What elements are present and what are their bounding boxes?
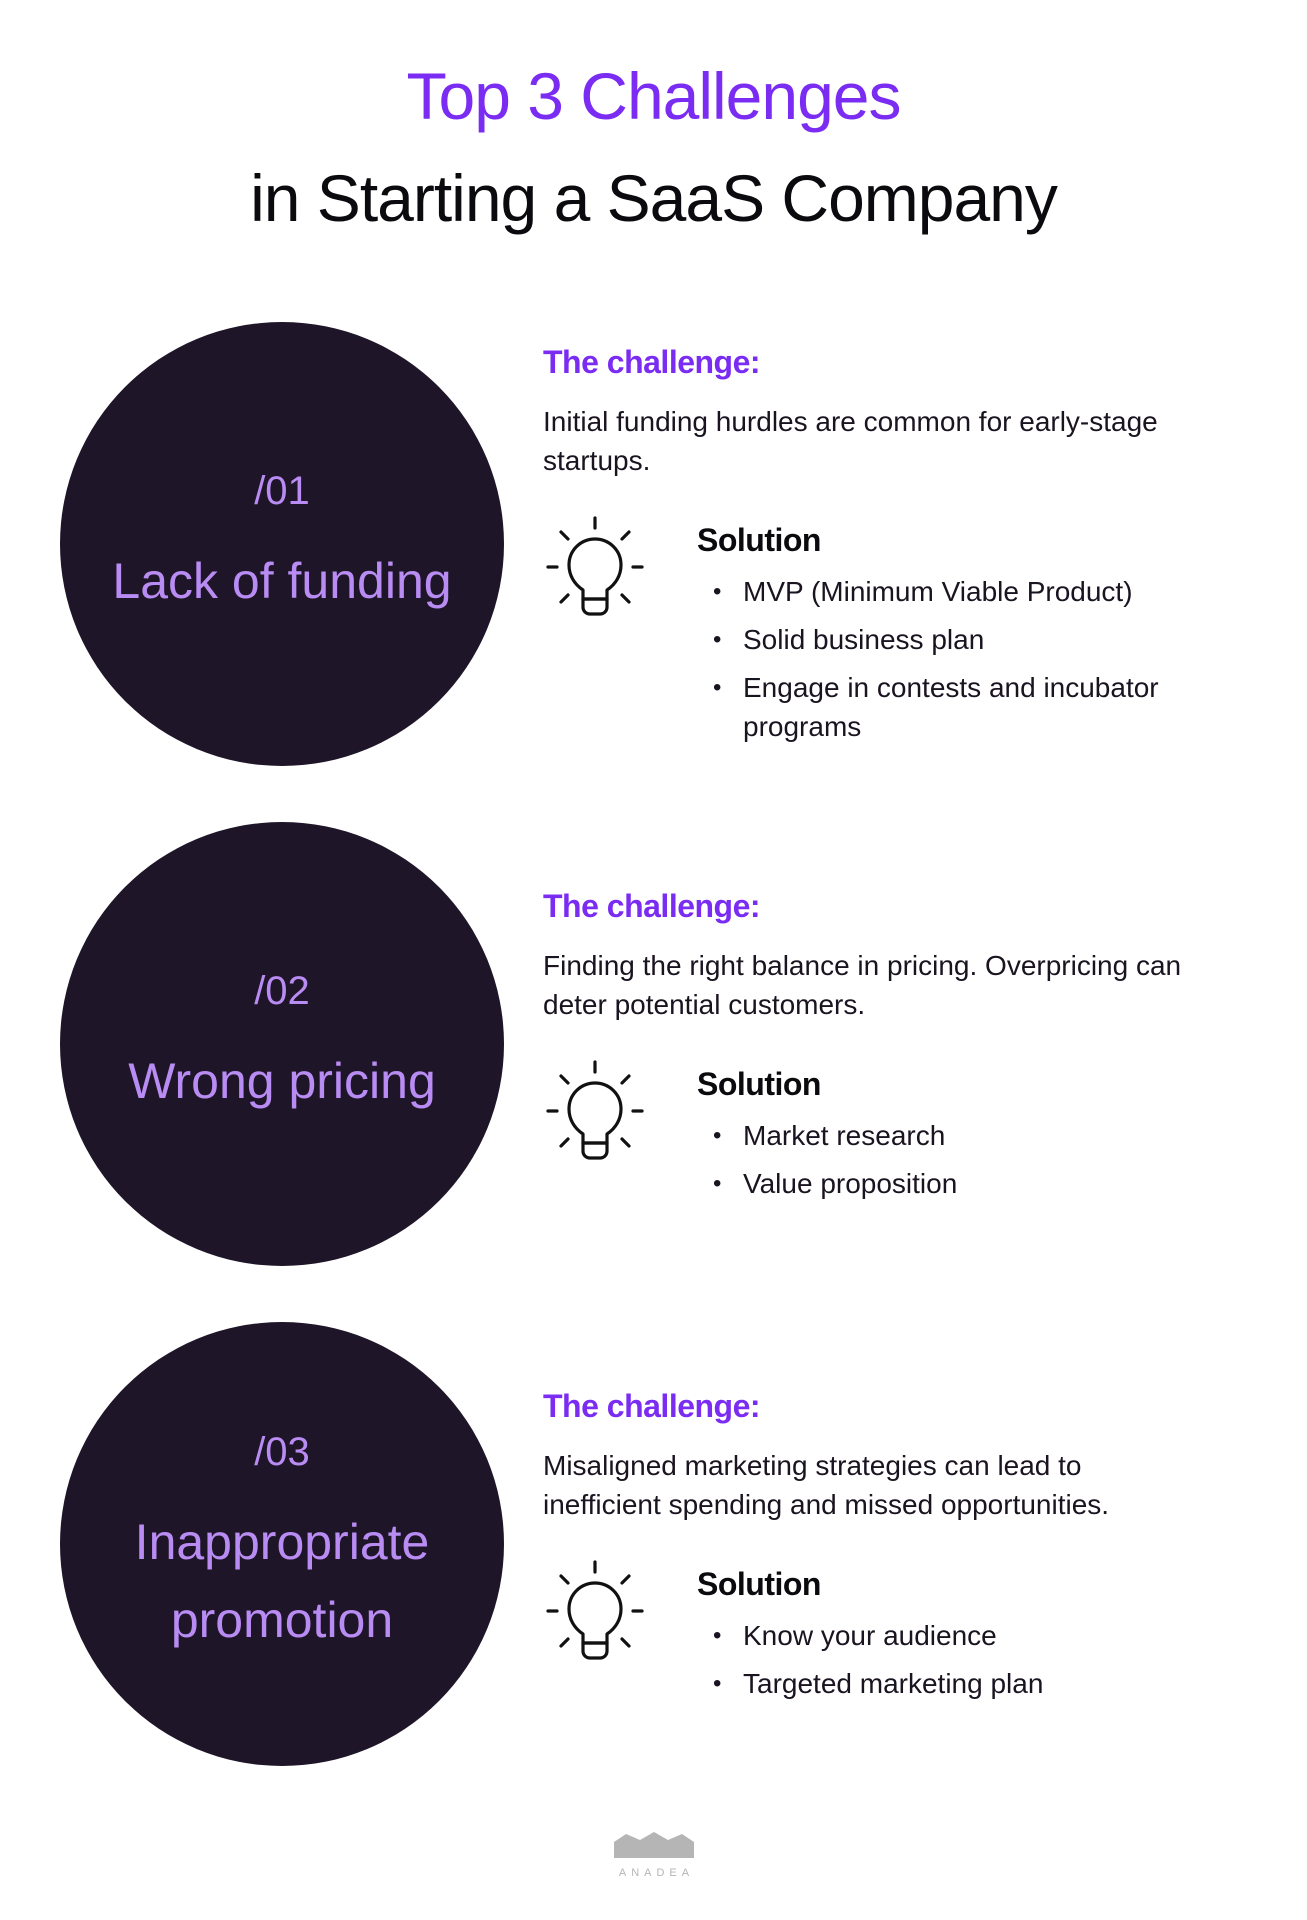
bullet: • (713, 674, 722, 701)
solution-item: • Value proposition (713, 1164, 1213, 1203)
challenge-number: /03 (254, 1429, 310, 1474)
challenge-heading: The challenge: (543, 344, 761, 380)
anadea-logo: ANADEA (612, 1830, 696, 1879)
lightbulb-icon (546, 1560, 644, 1660)
logo-mark-icon (614, 1832, 694, 1858)
challenge-circle-3: /03 Inappropriate promotion (60, 1322, 504, 1766)
challenge-number: /01 (254, 468, 310, 513)
challenge-name: Inappropriate promotion (134, 1513, 430, 1648)
solution-text: MVP (Minimum Viable Product) (743, 576, 1133, 607)
challenge-name: Wrong pricing (128, 1052, 436, 1109)
challenge-description: Initial funding hurdles are common for e… (543, 406, 1158, 476)
challenge-name: Lack of funding (112, 552, 452, 609)
title-line-2: in Starting a SaaS Company (250, 161, 1058, 235)
lightbulb-icon (546, 516, 644, 616)
solution-item: • Know your audience (713, 1616, 1213, 1655)
bullet: • (713, 1122, 722, 1149)
challenge-circle-2: /02 Wrong pricing (60, 822, 504, 1266)
solution-list: • MVP (Minimum Viable Product) • Solid bus… (713, 572, 1213, 755)
bullet: • (713, 626, 722, 653)
challenge-description: Misaligned marketing strategies can lead… (543, 1450, 1110, 1520)
solution-item: • Engage in contests and incubator progra… (713, 668, 1213, 746)
solution-list: • Market research • Value proposition (713, 1116, 1213, 1212)
solution-text: Value proposition (743, 1168, 958, 1199)
challenge-section-2: /02 Wrong pricing The challenge: Finding… (0, 822, 1307, 1272)
bullet: • (713, 578, 722, 605)
logo-text: ANADEA (618, 1867, 695, 1879)
challenge-section-3: /03 Inappropriate promotion The challeng… (0, 1322, 1307, 1772)
title-line-1: Top 3 Challenges (406, 59, 901, 133)
solution-text: Targeted marketing plan (743, 1668, 1044, 1699)
solution-text: Know your audience (743, 1620, 997, 1651)
solution-item: • Solid business plan (713, 620, 1213, 659)
challenge-description: Finding the right balance in pricing. Ov… (543, 950, 1182, 1020)
challenge-heading: The challenge: (543, 1388, 761, 1424)
bullet: • (713, 1622, 722, 1649)
solution-text: Market research (743, 1120, 946, 1151)
challenge-section-1: /01 Lack of funding The challenge: Initi… (0, 322, 1307, 772)
lightbulb-icon (546, 1060, 644, 1160)
solution-item: • Targeted marketing plan (713, 1664, 1213, 1703)
bullet: • (713, 1170, 722, 1197)
solution-heading: Solution (697, 1066, 821, 1102)
solution-heading: Solution (697, 522, 821, 558)
solution-text: Engage in contests and incubator program… (743, 672, 1159, 742)
solution-item: • Market research (713, 1116, 1213, 1155)
solution-heading: Solution (697, 1566, 821, 1602)
solution-list: • Know your audience • Targeted marketing … (713, 1616, 1213, 1712)
solution-item: • MVP (Minimum Viable Product) (713, 572, 1213, 611)
bullet: • (713, 1670, 722, 1697)
challenge-heading: The challenge: (543, 888, 761, 924)
solution-text: Solid business plan (743, 624, 985, 655)
challenge-circle-1: /01 Lack of funding (60, 322, 504, 766)
challenge-number: /02 (254, 968, 310, 1013)
